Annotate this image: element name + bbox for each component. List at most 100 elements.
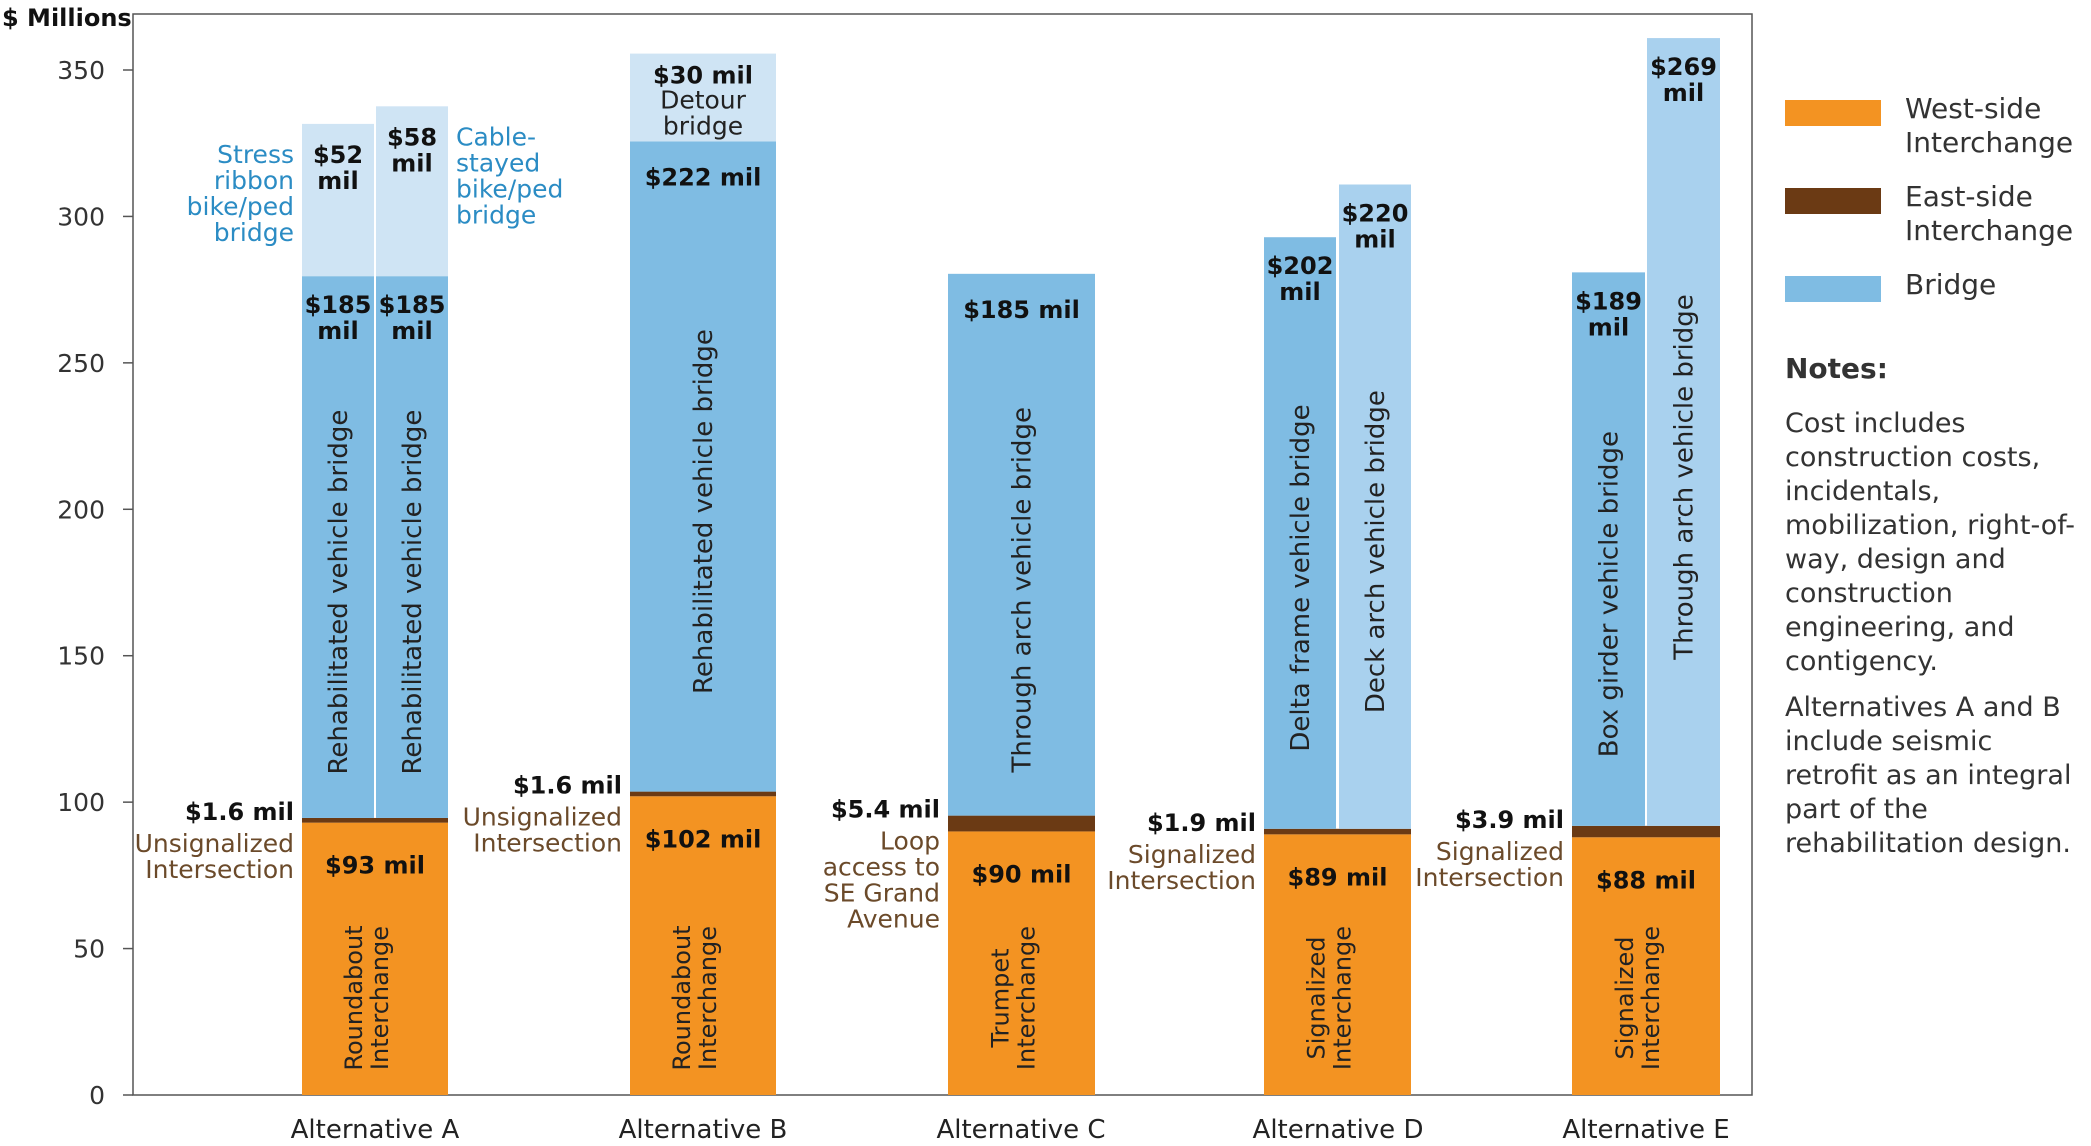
east-desc-label: Avenue bbox=[847, 905, 940, 934]
stacked-bar-chart: $ Millions050100150200250300350$185milRe… bbox=[2, 4, 1753, 1145]
bar-bridge bbox=[1647, 38, 1720, 826]
legend-item: Bridge bbox=[1785, 268, 2085, 356]
plot-frame bbox=[132, 13, 1753, 1096]
bar-bridge bbox=[376, 276, 448, 818]
west-desc-label: Interchange bbox=[1013, 926, 1041, 1070]
bridge-desc-label: Rehabilitated vehicle bridge bbox=[324, 410, 354, 775]
bridge-desc-label: Deck arch vehicle bridge bbox=[1361, 390, 1391, 713]
bridge-value-label: mil bbox=[1588, 313, 1629, 341]
y-tick-label: 0 bbox=[89, 1081, 105, 1110]
category-label: Alternative A bbox=[291, 1115, 460, 1145]
bar-east-interchange bbox=[302, 817, 448, 823]
ped-bridge-desc-label: bridge bbox=[214, 218, 294, 247]
legend: West-side Interchange East-side Interchan… bbox=[1785, 92, 2085, 356]
west-desc-label: Roundabout bbox=[668, 925, 696, 1070]
bar-west-interchange bbox=[630, 796, 776, 1095]
west-desc-label: Trumpet bbox=[987, 949, 1015, 1049]
bridge-desc-label: Box girder vehicle bridge bbox=[1595, 431, 1625, 757]
bar-ped-bridge bbox=[630, 53, 776, 142]
y-tick-label: 100 bbox=[57, 788, 105, 817]
ped-bridge-desc-label: bike/ped bbox=[187, 192, 294, 221]
ped-bridge-desc-label: bridge bbox=[456, 200, 536, 229]
legend-item: West-side Interchange bbox=[1785, 92, 2085, 180]
ped-bridge-desc-label: ribbon bbox=[214, 166, 294, 195]
bridge-desc-label: Rehabilitated vehicle bridge bbox=[689, 329, 719, 694]
bar-bridge bbox=[1572, 272, 1645, 826]
east-desc-label: access to bbox=[823, 853, 940, 882]
ped-bridge-value-label: $58 bbox=[387, 123, 437, 151]
bar-bridge bbox=[302, 276, 374, 818]
bar-west-interchange bbox=[1264, 834, 1411, 1095]
east-desc-label: Unsignalized bbox=[463, 803, 622, 832]
bar-bridge bbox=[1264, 237, 1336, 829]
legend-swatch bbox=[1785, 188, 1881, 214]
legend-swatch bbox=[1785, 100, 1881, 126]
west-desc-label: Roundabout bbox=[340, 925, 368, 1070]
ped-bridge-value-label: $30 mil bbox=[653, 62, 753, 90]
east-desc-label: Intersection bbox=[1415, 863, 1564, 892]
bridge-value-label: $269 bbox=[1650, 53, 1717, 81]
east-value-label: $5.4 mil bbox=[831, 796, 940, 824]
east-value-label: $1.9 mil bbox=[1147, 809, 1256, 837]
bar-bridge bbox=[1339, 184, 1411, 829]
y-tick-label: 200 bbox=[57, 495, 105, 524]
west-desc-label: Interchange bbox=[694, 926, 722, 1070]
east-desc-label: Intersection bbox=[1107, 866, 1256, 895]
bridge-value-label: $202 bbox=[1267, 252, 1334, 280]
east-value-label: $3.9 mil bbox=[1455, 806, 1564, 834]
ped-bridge-desc-label: Cable- bbox=[456, 122, 536, 151]
ped-bridge-desc-label: Stress bbox=[217, 140, 294, 169]
east-desc-label: Loop bbox=[880, 827, 940, 856]
y-axis-label: $ Millions bbox=[2, 4, 132, 32]
legend-item: East-side Interchange bbox=[1785, 180, 2085, 268]
bridge-value-label: $185 bbox=[379, 291, 446, 319]
ped-bridge-desc-label: Detour bbox=[660, 86, 747, 115]
west-value-label: $102 mil bbox=[645, 825, 762, 853]
ped-bridge-value-label: mil bbox=[317, 167, 358, 195]
bridge-value-label: mil bbox=[1354, 226, 1395, 254]
y-tick-label: 350 bbox=[57, 56, 105, 85]
west-value-label: $93 mil bbox=[325, 852, 425, 880]
y-tick-label: 300 bbox=[57, 202, 105, 231]
bridge-value-label: $185 mil bbox=[963, 296, 1080, 324]
bridge-desc-label: Rehabilitated vehicle bridge bbox=[398, 410, 428, 775]
bar-east-interchange bbox=[630, 791, 776, 797]
legend-label: West-side Interchange bbox=[1905, 92, 2074, 159]
bridge-value-label: $222 mil bbox=[645, 163, 762, 191]
east-desc-label: Signalized bbox=[1436, 837, 1564, 866]
y-tick-label: 50 bbox=[73, 935, 105, 964]
legend-label: Bridge bbox=[1905, 268, 1997, 301]
west-value-label: $90 mil bbox=[972, 860, 1072, 888]
bridge-value-label: mil bbox=[1663, 79, 1704, 107]
west-value-label: $89 mil bbox=[1288, 863, 1388, 891]
east-desc-label: Intersection bbox=[473, 829, 622, 858]
bridge-value-label: $220 bbox=[1342, 200, 1409, 228]
notes-title: Notes: bbox=[1785, 352, 1888, 385]
west-desc-label: Interchange bbox=[1637, 926, 1665, 1070]
bridge-value-label: $189 bbox=[1575, 287, 1642, 315]
bar-ped-bridge bbox=[376, 106, 448, 277]
bar-bridge bbox=[630, 141, 776, 792]
bar-east-interchange bbox=[1264, 828, 1411, 835]
bar-west-interchange bbox=[948, 831, 1095, 1095]
east-desc-label: Unsignalized bbox=[135, 829, 294, 858]
ped-bridge-desc-label: bridge bbox=[663, 112, 743, 141]
bar-east-interchange bbox=[948, 815, 1095, 832]
bridge-value-label: mil bbox=[391, 317, 432, 345]
west-desc-label: Interchange bbox=[366, 926, 394, 1070]
bar-east-interchange bbox=[1572, 825, 1720, 838]
east-desc-label: SE Grand bbox=[824, 879, 940, 908]
legend-swatch bbox=[1785, 276, 1881, 302]
bridge-desc-label: Delta frame vehicle bridge bbox=[1286, 404, 1316, 751]
y-tick-label: 150 bbox=[57, 642, 105, 671]
y-tick-label: 250 bbox=[57, 349, 105, 378]
east-value-label: $1.6 mil bbox=[513, 772, 622, 800]
bridge-value-label: mil bbox=[1279, 278, 1320, 306]
ped-bridge-desc-label: stayed bbox=[456, 148, 540, 177]
bridge-value-label: $185 bbox=[305, 291, 372, 319]
bridge-desc-label: Through arch vehicle bridge bbox=[1670, 294, 1700, 661]
ped-bridge-value-label: $52 bbox=[313, 141, 363, 169]
bar-west-interchange bbox=[302, 822, 448, 1095]
east-value-label: $1.6 mil bbox=[185, 798, 294, 826]
category-label: Alternative E bbox=[1562, 1115, 1729, 1145]
